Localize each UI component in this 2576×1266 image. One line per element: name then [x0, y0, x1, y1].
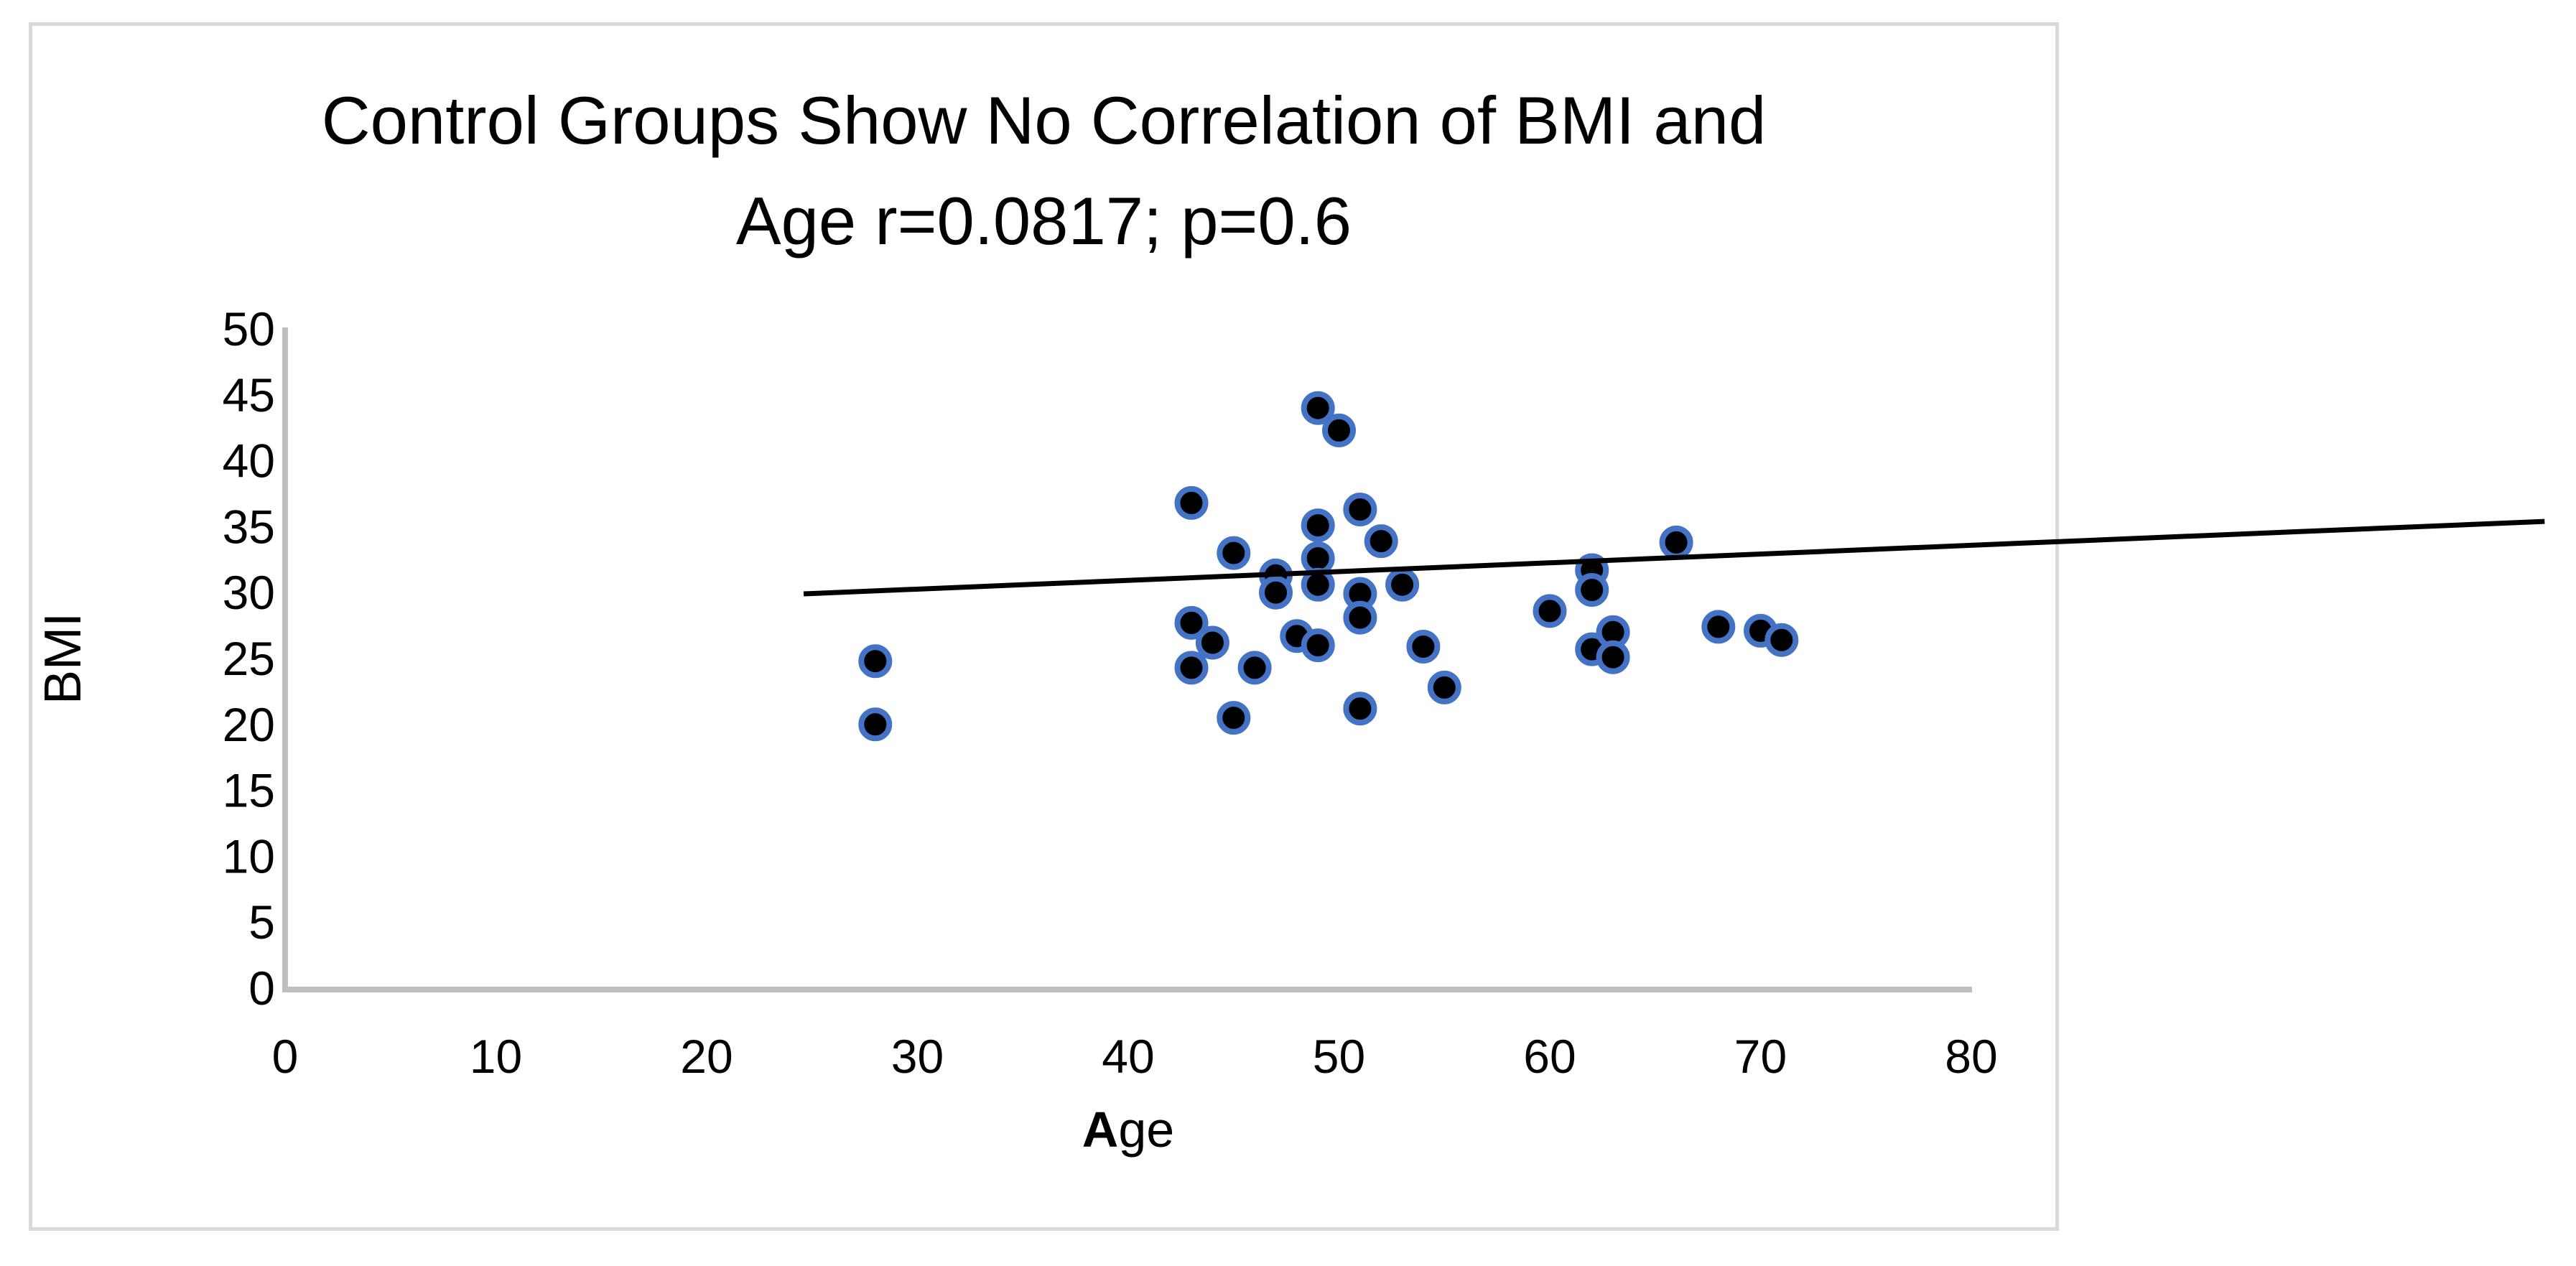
scatter-point	[1237, 651, 1272, 685]
x-axis-title-rest: ge	[1118, 1102, 1175, 1158]
scatter-point	[858, 707, 893, 742]
trend-line	[803, 518, 2545, 597]
y-tick-label: 10	[223, 829, 275, 883]
scatter-point	[1596, 640, 1630, 674]
y-tick-label: 15	[223, 764, 275, 817]
scatter-point	[1364, 524, 1398, 559]
y-tick-label: 5	[248, 895, 275, 949]
scatter-point	[1259, 575, 1293, 610]
scatter-point	[1427, 670, 1461, 704]
scatter-point	[1701, 610, 1736, 644]
x-tick-label: 0	[272, 1030, 299, 1083]
y-tick-label: 25	[223, 632, 275, 685]
scatter-point	[1174, 485, 1209, 520]
chart-title-line1: Control Groups Show No Correlation of BM…	[321, 83, 1767, 158]
scatter-point	[1533, 594, 1567, 628]
y-tick-label: 45	[223, 368, 275, 422]
x-tick-label: 40	[1102, 1030, 1154, 1083]
scatter-point	[1217, 536, 1251, 570]
x-tick-label: 30	[891, 1030, 944, 1083]
chart-title: Control Groups Show No Correlation of BM…	[29, 70, 2059, 271]
y-tick-label: 20	[223, 698, 275, 751]
scatter-point	[1575, 573, 1609, 607]
scatter-point	[1301, 391, 1335, 425]
scatter-point	[1174, 651, 1209, 685]
scatter-point	[1343, 493, 1377, 526]
chart-title-line2: Age r=0.0817; p=0.6	[735, 183, 1352, 259]
scatter-point	[1343, 600, 1377, 635]
scatter-point	[1322, 413, 1356, 447]
x-tick-label: 10	[470, 1030, 522, 1083]
x-axis-title-bold-part: A	[1082, 1102, 1119, 1158]
scatter-point	[1385, 567, 1420, 602]
x-axis-title: Age	[1082, 1101, 1174, 1158]
y-tick-label: 0	[248, 962, 275, 1015]
scatter-point	[1764, 623, 1799, 657]
x-tick-label: 70	[1734, 1030, 1787, 1083]
y-tick-label: 40	[223, 434, 275, 488]
y-tick-label: 30	[223, 566, 275, 619]
scatter-point	[1174, 605, 1209, 640]
scatter-point	[858, 644, 893, 679]
x-tick-label: 60	[1523, 1030, 1576, 1083]
scatter-point	[1659, 525, 1693, 559]
scatter-point	[1343, 692, 1377, 726]
scatter-point	[1217, 701, 1251, 735]
scatter-point	[1301, 628, 1335, 663]
x-tick-label: 80	[1945, 1030, 1997, 1083]
y-tick-label: 50	[223, 302, 275, 355]
scatter-point	[1195, 625, 1229, 660]
x-tick-label: 20	[680, 1030, 733, 1083]
scatter-point	[1406, 630, 1441, 664]
x-tick-label: 50	[1313, 1030, 1365, 1083]
y-tick-label: 35	[223, 500, 275, 553]
chart-frame	[29, 22, 2059, 1231]
scatter-point	[1301, 508, 1335, 543]
